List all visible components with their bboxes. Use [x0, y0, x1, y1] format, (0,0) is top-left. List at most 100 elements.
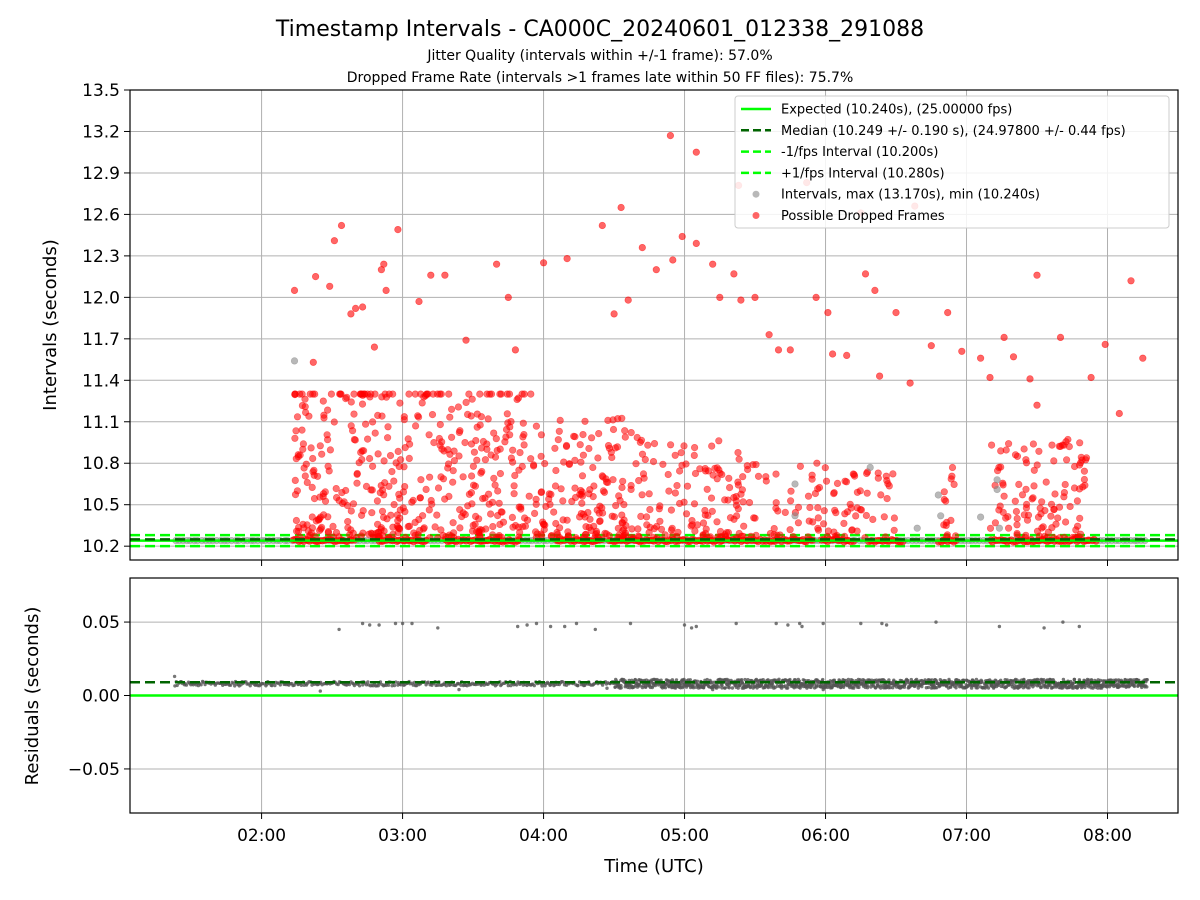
dropped-frame-point — [425, 431, 433, 439]
dropped-frame-point — [617, 203, 625, 212]
dropped-frame-point — [737, 490, 745, 498]
interval-point — [866, 463, 874, 472]
residual-point — [184, 683, 189, 687]
dropped-frame-point — [301, 395, 309, 403]
residual-outlier — [786, 623, 790, 627]
dropped-frame-point — [781, 508, 789, 517]
dropped-frame-point — [292, 516, 301, 525]
dropped-frame-point — [1018, 491, 1027, 499]
residual-point — [887, 678, 891, 682]
dropped-frame-point — [709, 260, 717, 268]
dropped-frame-point — [565, 460, 573, 468]
dropped-frame-point — [532, 495, 540, 503]
dropped-frame-point — [833, 531, 841, 540]
dropped-frame-point — [299, 445, 307, 453]
dropped-frame-point — [472, 437, 480, 445]
residual-point — [954, 686, 958, 690]
dropped-frame-point — [520, 431, 528, 439]
dropped-frame-point — [832, 509, 840, 517]
dropped-frame-point — [492, 435, 500, 443]
dropped-frame-point — [1072, 526, 1080, 534]
dropped-frame-point — [786, 497, 795, 505]
dropped-frame-point — [602, 478, 611, 486]
dropped-frame-point — [408, 498, 416, 506]
dropped-frame-point — [944, 309, 952, 317]
dropped-frame-point — [396, 514, 404, 522]
residual-point — [273, 683, 277, 688]
dropped-frame-point — [417, 476, 425, 484]
dropped-frame-point — [948, 472, 956, 480]
dropped-frame-point — [350, 390, 358, 398]
dropped-frame-point — [320, 414, 328, 422]
top-y-tick-label: 10.5 — [82, 496, 120, 516]
dropped-frame-point — [691, 527, 699, 535]
dropped-frame-point — [342, 486, 350, 495]
dropped-frame-point — [703, 485, 711, 493]
dropped-frame-point — [510, 482, 518, 490]
dropped-frame-point — [358, 456, 366, 464]
residual-point — [1145, 678, 1149, 682]
residual-point — [759, 683, 764, 687]
dropped-frame-point — [1080, 467, 1088, 475]
dropped-frame-point — [541, 521, 549, 529]
dropped-frame-point — [417, 390, 425, 398]
dropped-frame-point — [576, 441, 584, 449]
interval-point — [976, 513, 985, 521]
residual-point — [667, 684, 671, 688]
dropped-frame-point — [468, 395, 476, 403]
residual-point — [906, 678, 910, 683]
dropped-frame-point — [1012, 507, 1021, 516]
dropped-frame-point — [690, 500, 699, 508]
dropped-frame-point — [347, 507, 355, 515]
dropped-frame-point — [465, 490, 474, 498]
dropped-frame-point — [713, 518, 721, 526]
dropped-frame-point — [595, 430, 603, 438]
dropped-frame-point — [337, 390, 345, 398]
residual-point — [975, 686, 980, 690]
dropped-frame-point — [621, 433, 629, 441]
bottom-y-tick-label: −0.05 — [68, 760, 120, 780]
dropped-frame-point — [644, 441, 652, 449]
residual-point — [1045, 678, 1050, 682]
dropped-frame-point — [1013, 452, 1022, 460]
dropped-frame-point — [743, 462, 751, 470]
dropped-frame-point — [318, 450, 326, 458]
dropped-frame-point — [423, 390, 431, 398]
dropped-frame-point — [300, 464, 308, 472]
residual-point — [270, 683, 274, 688]
dropped-frame-point — [449, 478, 457, 486]
dropped-frame-point — [353, 470, 361, 478]
residual-point — [1083, 685, 1087, 690]
dropped-frame-point — [635, 477, 643, 485]
residual-outlier — [628, 621, 633, 626]
dropped-frame-point — [464, 502, 472, 510]
dropped-frame-point — [347, 398, 355, 406]
dropped-frame-point — [632, 460, 640, 468]
x-tick-label: 06:00 — [801, 826, 850, 846]
dropped-frame-point — [1047, 512, 1055, 520]
dropped-frame-point — [1020, 511, 1028, 519]
dropped-frame-point — [485, 500, 493, 508]
legend-box — [734, 95, 1170, 229]
dropped-frame-point — [490, 429, 498, 437]
dropped-frame-point — [554, 436, 562, 444]
dropped-frame-point — [643, 521, 651, 529]
dropped-frame-point — [303, 478, 311, 487]
dropped-frame-point — [412, 422, 420, 430]
dropped-frame-point — [497, 390, 505, 398]
dropped-frame-point — [927, 342, 935, 350]
residual-outlier — [711, 687, 715, 692]
dropped-frame-point — [377, 525, 385, 534]
residual-point — [1061, 677, 1066, 682]
dropped-frame-point — [449, 467, 457, 475]
residual-point — [857, 685, 861, 690]
dropped-frame-point — [428, 411, 437, 419]
residual-outlier — [1042, 626, 1046, 630]
residual-point — [426, 680, 430, 684]
dropped-frame-point — [448, 433, 456, 441]
x-tick-label: 07:00 — [942, 826, 991, 846]
dropped-frame-point — [889, 470, 897, 478]
dropped-frame-point — [682, 510, 691, 518]
dropped-frame-point — [539, 259, 548, 267]
dropped-frame-point — [730, 270, 738, 278]
